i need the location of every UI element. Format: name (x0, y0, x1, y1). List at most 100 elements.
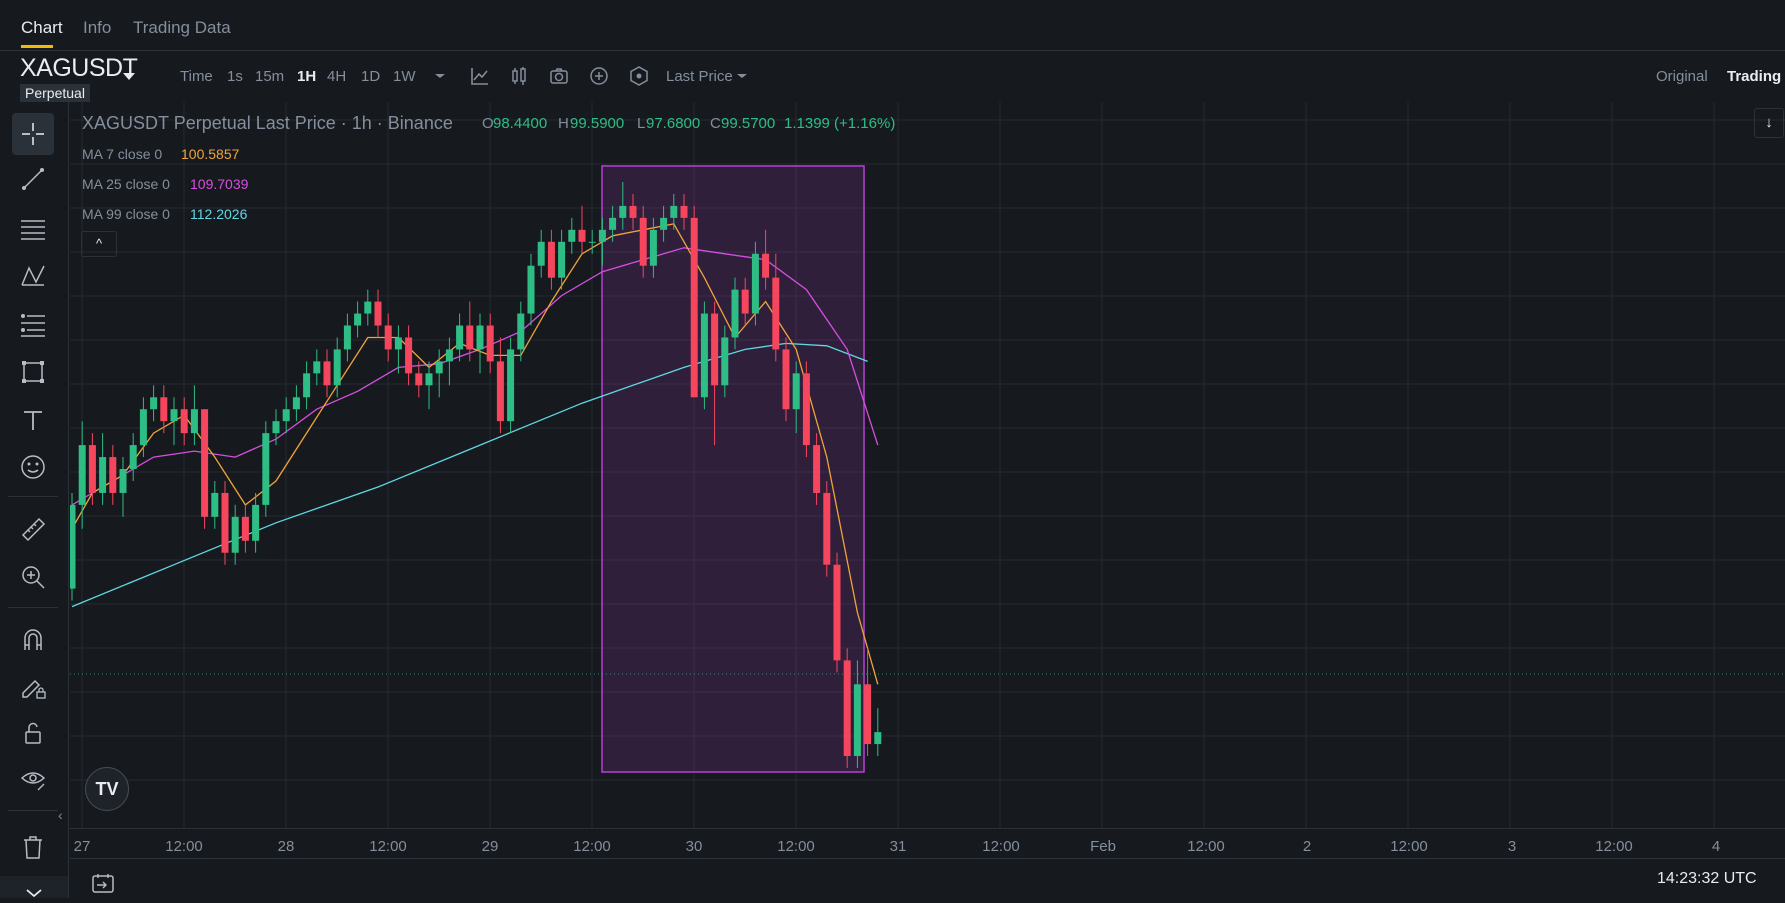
ohlc-change: 1.1399 (+1.16%) (784, 115, 896, 132)
bottom-bar (70, 858, 1785, 899)
candle-body (99, 457, 107, 493)
price-type-chevron-icon[interactable] (730, 64, 754, 88)
time-tick: 12:00 (1390, 838, 1428, 855)
rectangle-icon[interactable] (17, 356, 49, 388)
candle-body (588, 241, 596, 243)
candle-body (252, 504, 260, 541)
tradingview-logo[interactable]: TV (85, 767, 129, 811)
candle-body (782, 349, 790, 410)
interval-1d[interactable]: 1D (361, 68, 381, 85)
add-circle-icon[interactable] (587, 64, 611, 88)
lock-icon[interactable] (17, 717, 49, 749)
ohlc-high-label: H (558, 115, 569, 132)
candle-body (741, 289, 749, 314)
sidebar-collapse-chevron-icon[interactable]: ‹ (58, 807, 63, 823)
interval-1s[interactable]: 1s (227, 68, 243, 85)
interval-15m[interactable]: 15m (255, 68, 285, 85)
candle-body (88, 445, 96, 493)
utc-clock: 14:23:32 UTC (1657, 870, 1757, 887)
crosshair-icon[interactable] (12, 113, 54, 155)
legend-collapse-button[interactable]: ^ (81, 231, 117, 257)
chart-type-icon[interactable] (507, 64, 531, 88)
ma25-value: 109.7039 (190, 176, 249, 192)
ohlc-open-label: O (482, 115, 494, 132)
candle-body (496, 361, 504, 422)
magnet-icon[interactable] (17, 624, 49, 656)
tab-trading-data[interactable]: Trading Data (133, 18, 231, 37)
time-tick: 3 (1507, 838, 1517, 855)
interval-1h[interactable]: 1H (297, 68, 317, 85)
horizontal-lines-icon[interactable] (17, 212, 49, 244)
candle-body (721, 337, 729, 386)
candle-body (751, 253, 759, 314)
interval-4h[interactable]: 4H (327, 68, 347, 85)
more-intervals-chevron-icon[interactable] (428, 64, 452, 88)
candle-body (578, 229, 586, 242)
candle-body (78, 445, 86, 505)
candle-body (150, 397, 158, 410)
candle-body (762, 253, 770, 278)
price-type-dropdown[interactable]: Last Price (666, 68, 733, 85)
collapse-toolbar-button[interactable] (0, 876, 68, 898)
ma25-label: MA 25 close 0 (82, 176, 170, 192)
time-tick: 4 (1711, 838, 1721, 855)
candle-body (843, 660, 851, 757)
candle-body (221, 492, 229, 553)
time-tick: 2 (1302, 838, 1312, 855)
candle-body (272, 421, 280, 434)
text-icon[interactable] (17, 404, 49, 436)
drawing-toolbar (0, 102, 69, 898)
ruler-icon[interactable] (17, 513, 49, 545)
ohlc-low: 97.6800 (646, 115, 701, 132)
candle-body (792, 373, 800, 410)
top-tab-bar: Chart Info Trading Data (0, 0, 1785, 51)
candle-body (823, 492, 831, 565)
eye-icon[interactable] (17, 763, 49, 795)
ma99-label: MA 99 close 0 (82, 206, 170, 222)
contract-type-badge: Perpetual (20, 84, 90, 102)
symbol-selector[interactable]: XAGUSDT (20, 54, 138, 83)
candle-body (700, 313, 708, 398)
trash-icon[interactable] (17, 831, 49, 863)
tab-chart[interactable]: Chart (21, 18, 63, 37)
candle-body (609, 217, 617, 230)
ma7-value: 100.5857 (181, 146, 240, 162)
candle-body (711, 313, 719, 386)
candle-body (384, 325, 392, 350)
interval-1w[interactable]: 1W (393, 68, 416, 85)
view-trading[interactable]: Trading (1727, 68, 1782, 85)
candle-body (160, 397, 168, 422)
trendline-icon[interactable] (17, 163, 49, 195)
indicators-icon[interactable] (468, 64, 492, 88)
date-range-icon[interactable] (90, 872, 116, 894)
candle-body (241, 516, 249, 541)
candle-body (507, 349, 515, 422)
emoji-icon[interactable] (17, 451, 49, 483)
price-chart[interactable] (70, 102, 1785, 828)
interval-time[interactable]: Time (180, 68, 213, 85)
time-axis[interactable] (70, 828, 1785, 859)
candle-body (354, 313, 362, 326)
candle-body (802, 373, 810, 446)
pattern-icon[interactable] (17, 260, 49, 292)
chevron-down-icon[interactable] (123, 73, 135, 80)
active-tab-indicator (21, 45, 53, 48)
candle-body (231, 516, 239, 553)
toolbar-divider (8, 496, 58, 497)
time-tick: 12:00 (777, 838, 815, 855)
view-original[interactable]: Original (1656, 68, 1708, 85)
ohlc-close-label: C (710, 115, 721, 132)
pencil-lock-icon[interactable] (17, 671, 49, 703)
camera-icon[interactable] (547, 64, 571, 88)
candle-body (282, 409, 290, 422)
settings-hex-icon[interactable] (627, 64, 651, 88)
candle-body (568, 229, 576, 242)
time-tick: 12:00 (1595, 838, 1633, 855)
tab-info[interactable]: Info (83, 18, 112, 37)
candle-body (170, 409, 178, 422)
candle-body (201, 409, 209, 517)
candle-body (731, 289, 739, 338)
scroll-to-latest-button[interactable]: ↓ (1754, 108, 1784, 138)
zoom-in-icon[interactable] (17, 561, 49, 593)
fib-icon[interactable] (17, 308, 49, 340)
